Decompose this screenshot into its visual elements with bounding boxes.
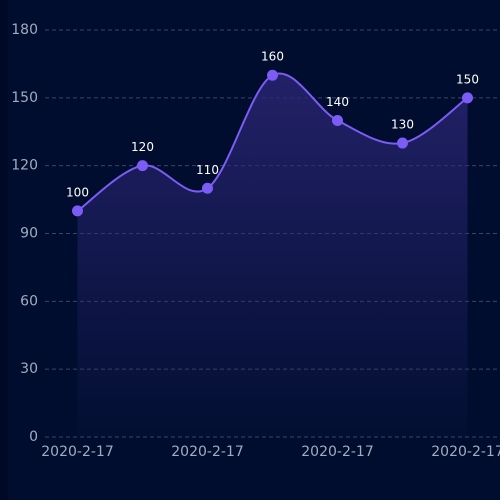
data-label: 120 <box>131 140 154 154</box>
data-label: 130 <box>391 118 414 132</box>
y-tick-label: 120 <box>11 158 38 174</box>
point <box>332 114 343 126</box>
point <box>462 92 473 104</box>
x-tick-label: 2020-2-17 <box>41 444 113 460</box>
point <box>397 137 408 149</box>
y-tick-label: 150 <box>11 90 38 106</box>
y-tick-label: 30 <box>20 361 38 377</box>
data-label: 160 <box>261 50 284 64</box>
data-label: 100 <box>66 185 89 199</box>
point <box>72 205 83 217</box>
y-tick-label: 180 <box>11 22 38 38</box>
point <box>267 69 278 81</box>
data-label: 140 <box>326 95 349 109</box>
x-tick-label: 2020-2-17 <box>301 444 373 460</box>
edge-strip <box>0 0 8 500</box>
y-tick-label: 60 <box>20 293 38 309</box>
data-label: 150 <box>456 72 479 86</box>
x-tick-label: 2020-2-17 <box>431 444 500 460</box>
point <box>202 182 213 194</box>
x-tick-label: 2020-2-17 <box>171 444 243 460</box>
data-label: 110 <box>196 163 219 177</box>
point <box>137 160 148 172</box>
y-tick-label: 0 <box>29 429 38 445</box>
area <box>77 73 468 437</box>
y-tick-label: 90 <box>20 226 38 242</box>
